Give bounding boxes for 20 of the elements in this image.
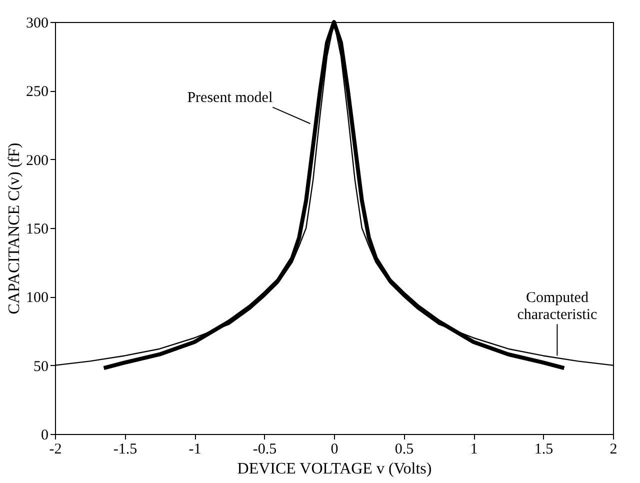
y-tick-label: 0	[41, 428, 48, 444]
annotation: Present model	[187, 90, 273, 106]
x-tick-label: -1.5	[113, 442, 138, 458]
y-axis-title: CAPACITANCE C(v) (fF)	[6, 142, 23, 314]
x-tick-label: 0	[330, 442, 338, 458]
x-tick-label: 2	[610, 442, 618, 458]
x-tick-label: -0.5	[252, 442, 277, 458]
x-tick-label: -1	[188, 442, 202, 458]
y-tick-label: 50	[34, 358, 48, 375]
y-tick-label: 300	[26, 16, 48, 32]
y-tick-label: 200	[26, 152, 48, 169]
y-tick-label: 100	[26, 290, 48, 306]
annotation: Computed characteristic	[517, 290, 598, 324]
y-tick-label: 250	[26, 84, 48, 100]
x-tick-label: -2	[49, 442, 62, 458]
x-tick-label: 1	[470, 442, 478, 458]
x-tick-label: 0.5	[394, 442, 414, 458]
x-axis-title: DEVICE VOLTAGE v (Volts)	[237, 460, 432, 478]
y-tick-label: 150	[26, 222, 48, 238]
x-tick-label: 1.5	[534, 442, 554, 458]
